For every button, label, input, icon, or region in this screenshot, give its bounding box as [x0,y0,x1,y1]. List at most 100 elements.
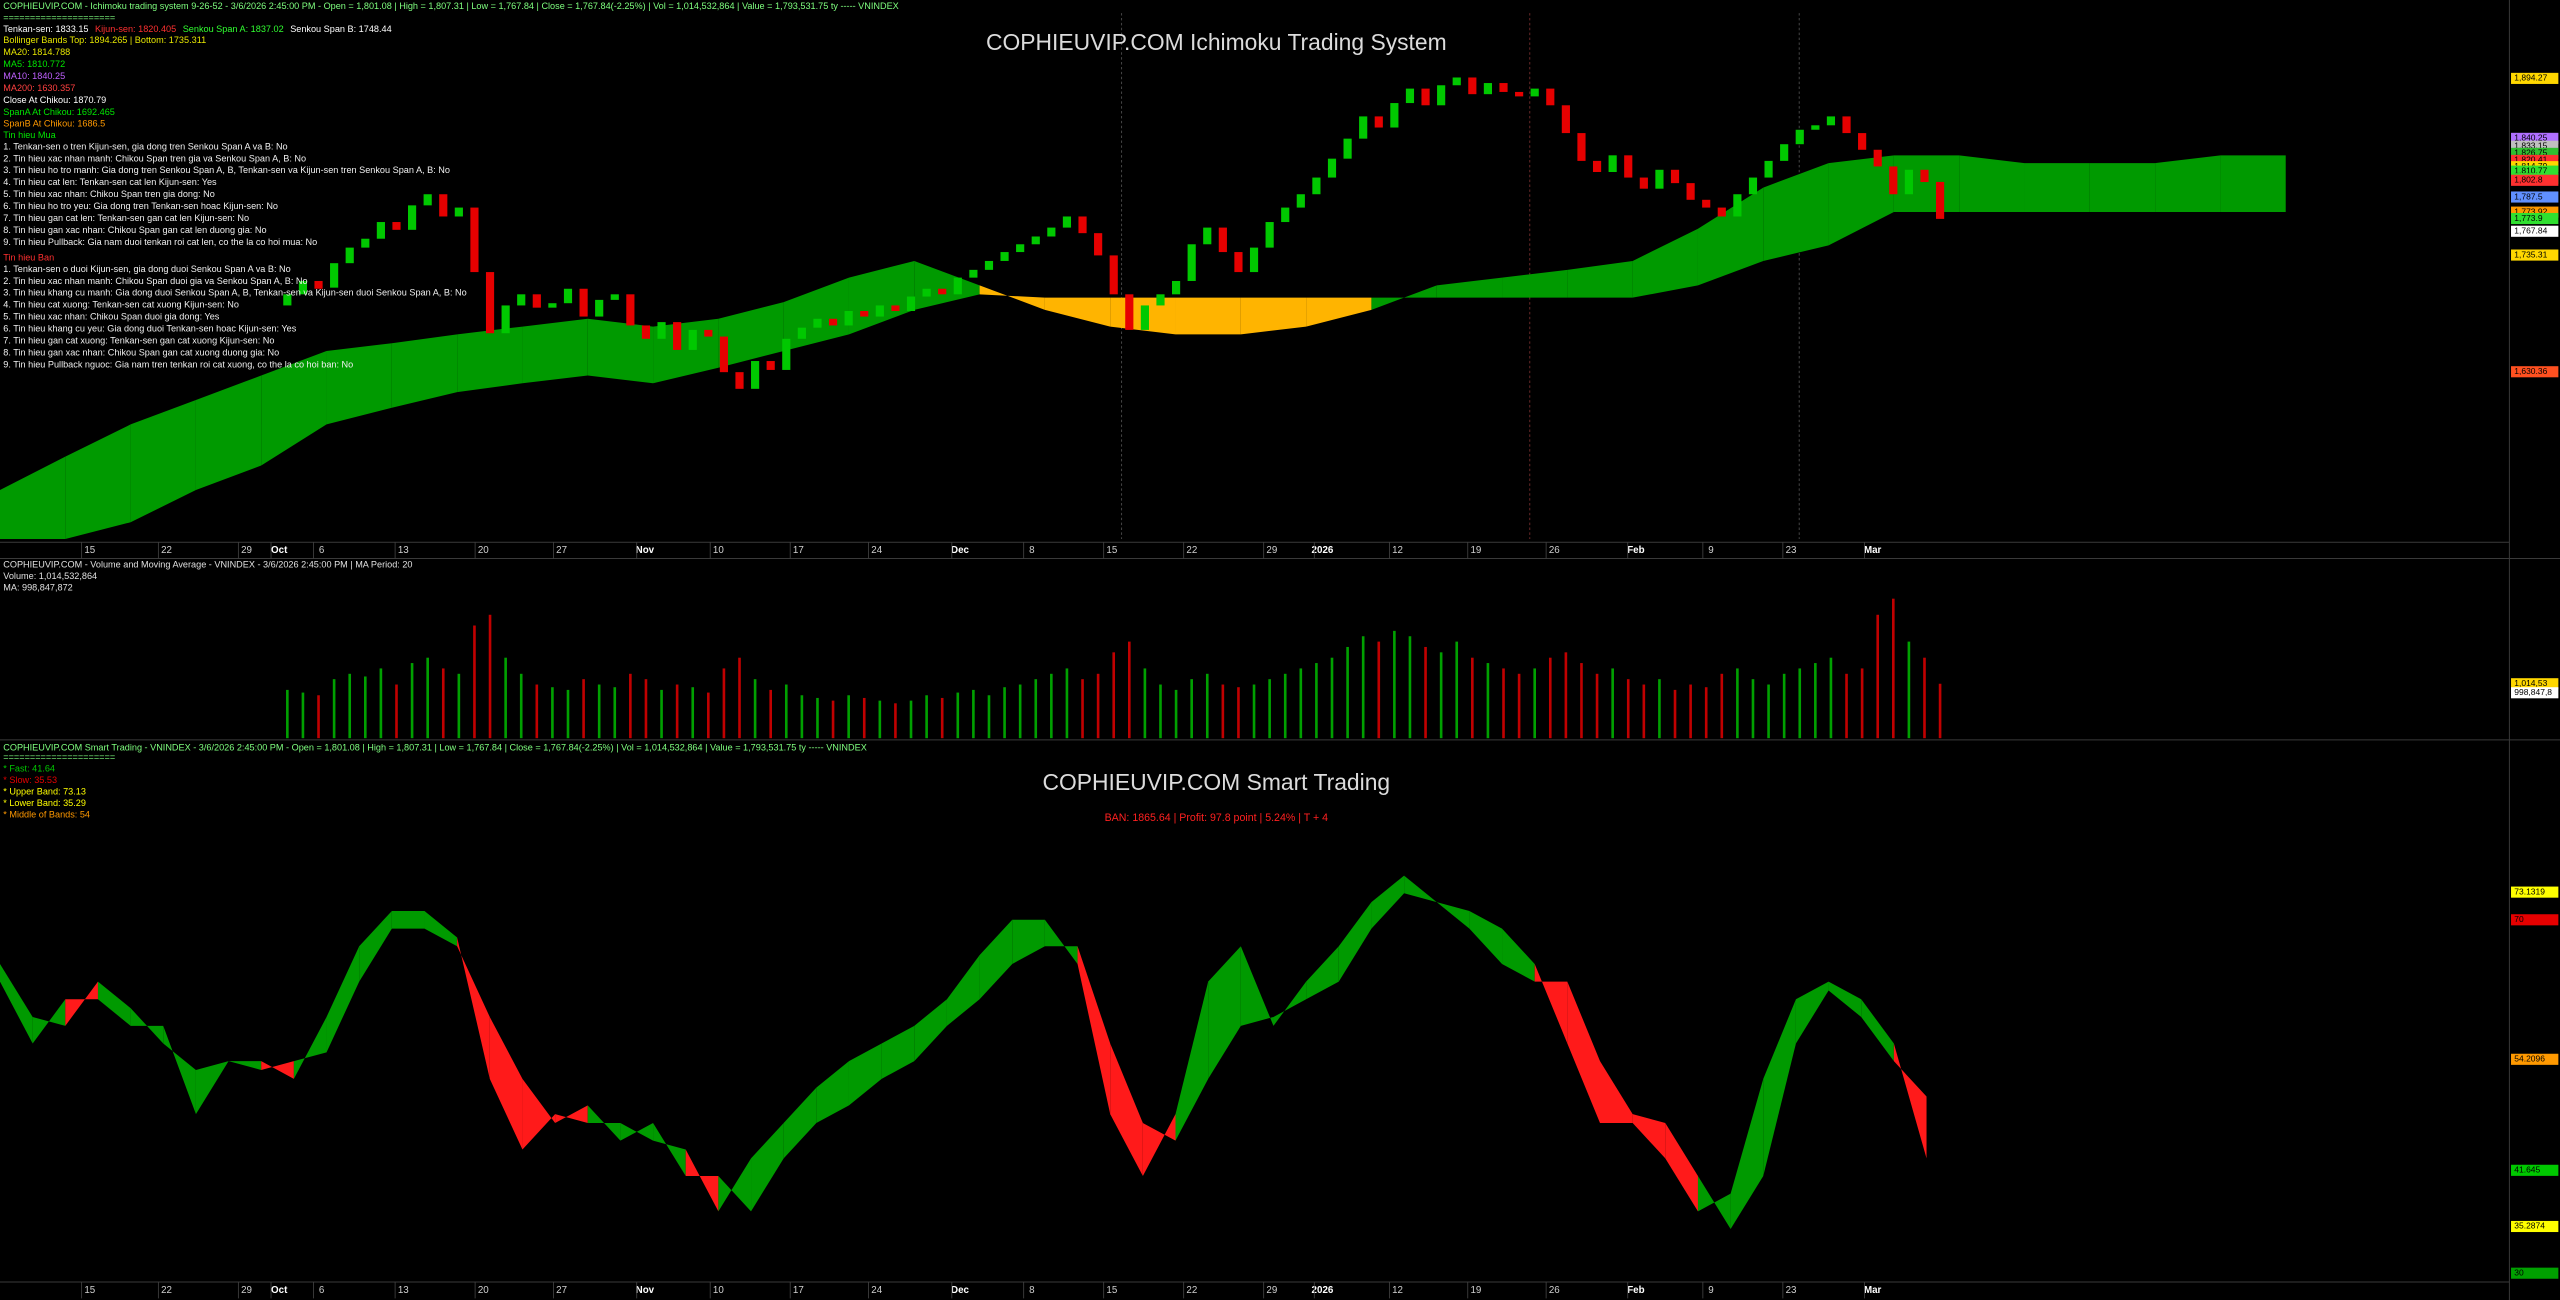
oscillator-band [979,919,1013,1000]
x-tick-label: Oct [271,545,288,556]
candle [1530,88,1539,97]
indicator-value: MA5: 1810.772 [3,59,65,69]
volume-bar [317,695,320,739]
y-tick-label: 54.2096 [2514,1054,2545,1064]
buy-signal: 7. Tin hieu gan cat len: Tenkan-sen gan … [3,213,249,223]
price-label: 1,767.84 [2514,226,2547,236]
indicator-value: Tenkan-sen: 1833.15 [3,24,88,34]
price-label: 1,802.8 [2514,175,2543,185]
cloud-segment [1893,155,1960,213]
sell-signal: 8. Tin hieu gan xac nhan: Chikou Span ga… [3,347,279,357]
oscillator-band [1893,1043,1927,1159]
date-separators [1121,13,1800,539]
candle [1437,85,1446,106]
cloud-segment [2155,155,2221,213]
candle [1016,244,1025,253]
candle [392,222,401,230]
cloud-segment [2089,163,2156,213]
watermark: COPHIEUVIP.COM Smart Trading [1043,769,1391,795]
x-tick-label: Mar [1864,1285,1882,1296]
candle [953,277,962,295]
candle [797,327,806,339]
candle [1234,252,1243,273]
volume-bar [1034,679,1038,739]
cloud-segment [522,318,588,384]
x-tick-label: Dec [951,545,970,556]
volume-bar [364,676,367,739]
candle [1483,83,1492,95]
cloud-segment [1175,297,1241,335]
x-tick-label: 9 [1708,1285,1713,1296]
volume-bar [1205,673,1209,739]
candle [1670,169,1680,184]
price-label: 1,820.41 [2514,155,2547,165]
candle [1764,160,1773,178]
x-tick-label: 13 [398,545,409,556]
sell-signal: 1. Tenkan-sen o duoi Kijun-sen, gia dong… [3,264,290,274]
volume-bar [987,695,991,739]
price-label-box [2511,191,2559,203]
candle [1187,244,1196,281]
x-tick-label: 27 [556,1285,567,1296]
candle [1717,207,1726,217]
candle [891,305,900,311]
volume-bar [1174,689,1178,739]
volume-bar [644,679,648,739]
candle [532,294,541,308]
candle [1359,116,1368,139]
x-tick-label: 8 [1029,1285,1035,1296]
y-tick-box [2511,1267,2559,1279]
legend-entry: * Middle of Bands: 54 [3,809,90,819]
volume-bar [800,695,804,739]
candle [828,318,838,326]
candle [906,296,916,311]
indicator-value: SpanA At Chikou: 1692.465 [3,107,115,117]
volume-bar [831,700,835,739]
signal-text: BAN: 1865.64 | Profit: 97.8 point | 5.24… [1105,812,1329,824]
candle [579,288,588,317]
volume-bar [1486,663,1490,739]
candle [345,247,354,264]
oscillator-band [32,999,66,1044]
candle [1858,133,1867,150]
volume-bar [1860,668,1864,739]
oscillator-band [620,1123,654,1141]
volume-bar [1159,684,1162,739]
candle [875,305,884,317]
price-label: 1,630.36 [2514,366,2547,376]
cloud-segment [195,375,262,491]
price-label: 1,833.15 [2514,141,2547,151]
volume-bar [1533,668,1536,739]
x-tick-label: 23 [1786,1285,1797,1296]
buy-signal: 2. Tin hieu xac nhan manh: Chikou Span t… [3,153,306,163]
buy-signal: 9. Tin hieu Pullback: Gia nam duoi tenka… [3,237,317,247]
candle [1468,77,1477,95]
candle [1062,216,1072,228]
x-tick-label: 19 [1470,1285,1481,1296]
x-tick-label: 26 [1549,1285,1560,1296]
volume-bar [1128,641,1131,739]
volume-bar [286,689,289,739]
volume-bar [1923,657,1926,739]
x-tick-label: Feb [1627,1285,1644,1296]
volume-bar [1112,652,1116,739]
candle [376,222,385,239]
oscillator-band [1828,981,1862,1017]
y-tick-box [2511,1053,2559,1065]
x-tick-label: 15 [1106,545,1117,556]
candle [1047,227,1056,237]
candle [454,207,463,217]
cloud-segment [718,302,784,368]
volume-bar [1502,668,1505,739]
cloud-segment [1632,228,1698,298]
volume-bar [1018,684,1022,739]
candle [330,263,339,288]
volume-bar [457,673,461,739]
oscillator-band [751,1123,784,1212]
oscillator-band [653,1123,686,1177]
candle [1936,181,1945,219]
candle [1140,305,1149,330]
oscillator-band [946,955,980,1026]
volume-bar [1361,636,1365,739]
